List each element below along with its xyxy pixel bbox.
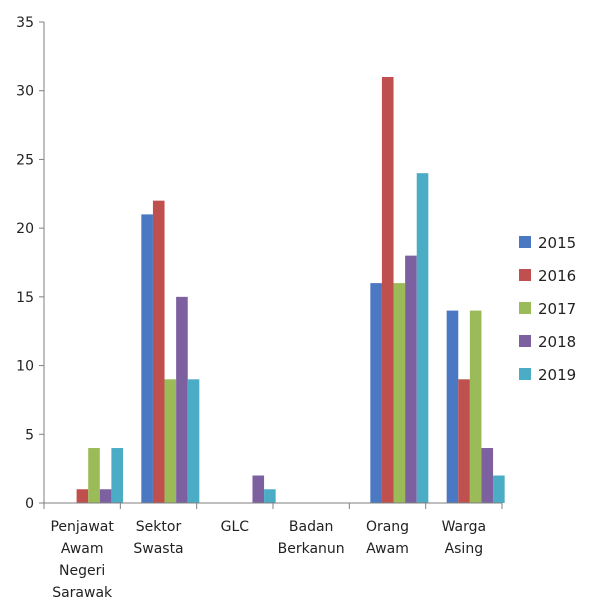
legend-swatch-2016	[519, 269, 531, 281]
legend-swatch-2018	[519, 335, 531, 347]
y-tick-label: 20	[16, 221, 34, 237]
x-category-label: Badan	[289, 519, 334, 535]
bar-2015-4	[370, 283, 382, 503]
y-tick-label: 10	[16, 359, 34, 375]
x-category-label: Awam	[61, 541, 104, 557]
x-category-label: Berkanun	[278, 541, 345, 557]
x-category-label: Awam	[366, 541, 409, 557]
axes	[43, 22, 503, 509]
x-category-label: Warga	[442, 519, 487, 535]
legend: 2015 2016 2017 2018 2019	[519, 234, 576, 384]
bar-2019-5	[493, 475, 505, 503]
y-tick-label: 5	[25, 427, 34, 443]
legend-label-2018: 2018	[538, 333, 576, 351]
bar-2018-0	[99, 489, 112, 503]
y-tick-label: 15	[16, 290, 34, 306]
legend-label-2019: 2019	[538, 366, 576, 384]
bar-2015-1	[141, 214, 153, 503]
bar-2017-0	[88, 448, 100, 503]
x-category-label: Sarawak	[52, 585, 113, 601]
x-category-label: Negeri	[59, 563, 105, 579]
x-category-label: GLC	[221, 519, 250, 535]
bar-2016-5	[458, 379, 470, 503]
bars	[76, 76, 505, 503]
bar-2017-5	[469, 310, 482, 503]
bar-2016-1	[152, 200, 165, 503]
bar-2016-4	[381, 76, 394, 503]
y-tick-label: 30	[16, 84, 34, 100]
bar-2018-2	[252, 475, 265, 503]
bar-2019-2	[264, 489, 276, 503]
y-axis-ticks: 0 5 10 15 20 25 30 35	[16, 15, 44, 512]
legend-swatch-2017	[519, 302, 531, 314]
y-tick-label: 35	[16, 15, 34, 31]
legend-label-2015: 2015	[538, 234, 576, 252]
x-category-label: Penjawat	[50, 519, 114, 535]
bar-2018-5	[481, 448, 494, 503]
bar-2015-5	[446, 310, 459, 503]
bar-2018-1	[176, 296, 188, 503]
category-labels: Penjawat Awam Negeri Sarawak Sektor Swasta GLC…	[50, 519, 486, 601]
bar-2018-4	[405, 255, 417, 503]
bar-2019-0	[111, 448, 123, 503]
x-category-label: Swasta	[133, 541, 183, 557]
x-category-label: Asing	[445, 541, 484, 557]
x-category-label: Sektor	[136, 519, 182, 535]
bar-2019-4	[416, 173, 429, 503]
bar-2017-1	[164, 379, 177, 503]
legend-label-2017: 2017	[538, 300, 576, 318]
legend-label-2016: 2016	[538, 267, 576, 285]
legend-swatch-2019	[519, 368, 531, 380]
bar-2019-1	[187, 379, 200, 503]
bar-2017-4	[393, 283, 406, 503]
y-tick-label: 0	[25, 496, 34, 512]
y-tick-label: 25	[16, 152, 34, 168]
legend-swatch-2015	[519, 236, 531, 248]
x-category-label: Orang	[366, 519, 409, 535]
bar-2016-0	[76, 489, 89, 503]
